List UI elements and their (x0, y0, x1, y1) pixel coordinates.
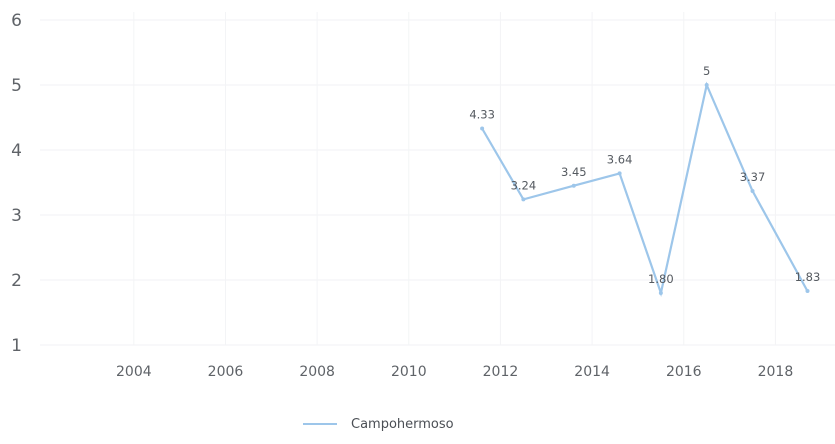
x-tick-label: 2012 (483, 364, 519, 380)
data-label: 3.45 (561, 165, 587, 179)
x-tick-label: 2014 (574, 364, 610, 380)
x-axis: 2004 2006 2008 2010 2012 2014 2016 2018 (116, 364, 793, 380)
data-labels: 4.33 3.24 3.45 3.64 1.80 5 3.37 1.83 (469, 64, 820, 286)
data-label: 3.64 (607, 152, 633, 166)
data-point[interactable] (750, 188, 755, 193)
y-tick-label: 6 (11, 11, 22, 31)
y-tick-label: 3 (11, 206, 22, 226)
data-point[interactable] (704, 83, 709, 87)
x-tick-label: 2016 (666, 364, 702, 380)
data-point[interactable] (617, 171, 622, 176)
data-point[interactable] (480, 126, 485, 131)
grid-lines (40, 12, 835, 346)
series-line[interactable] (481, 81, 809, 298)
y-tick-label: 2 (11, 271, 22, 291)
y-tick-label: 5 (11, 76, 22, 96)
data-label: 3.24 (511, 178, 537, 192)
data-label: 1.80 (648, 272, 674, 286)
data-label: 5 (703, 64, 710, 78)
data-label: 4.33 (469, 108, 495, 122)
y-tick-label: 4 (11, 141, 22, 161)
data-point[interactable] (805, 289, 810, 294)
data-point[interactable] (521, 197, 526, 202)
legend-line-swatch (303, 423, 337, 425)
x-tick-label: 2010 (391, 364, 427, 380)
x-tick-label: 2018 (758, 364, 794, 380)
x-tick-label: 2008 (299, 364, 335, 380)
x-tick-label: 2004 (116, 364, 152, 380)
x-tick-label: 2006 (208, 364, 244, 380)
legend[interactable]: Campohermoso (303, 412, 454, 436)
y-axis: 1 2 3 4 5 6 (11, 11, 22, 356)
data-label: 3.37 (740, 170, 766, 184)
legend-label: Campohermoso (351, 416, 454, 432)
data-point[interactable] (658, 291, 663, 295)
data-point[interactable] (571, 183, 576, 188)
data-label: 1.83 (795, 270, 821, 284)
series-campohermoso (480, 81, 810, 298)
y-tick-label: 1 (11, 336, 22, 356)
